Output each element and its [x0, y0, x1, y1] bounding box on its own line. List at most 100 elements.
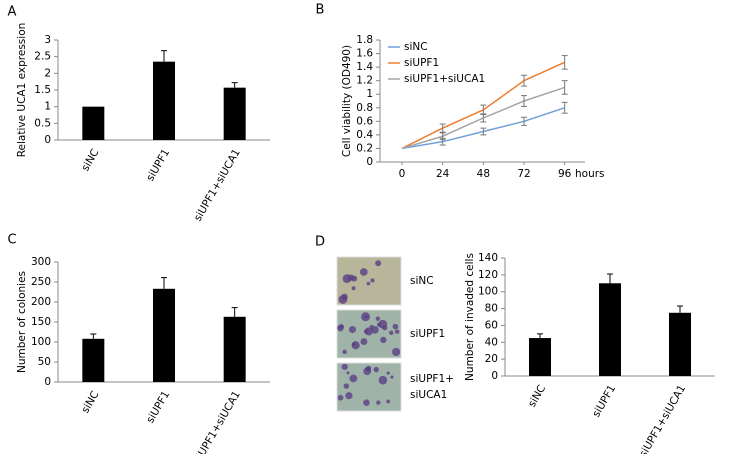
bar: [529, 338, 551, 376]
error-bar: [607, 273, 613, 284]
cell-stain: [378, 375, 388, 385]
image-label: siUCA1: [410, 389, 447, 401]
cell-stain: [343, 383, 350, 389]
bar: [669, 312, 691, 376]
y-tick-label: 2.5: [34, 51, 51, 63]
cell-stain: [365, 366, 371, 372]
y-tick-label: 0: [491, 370, 498, 382]
x-tick-label: 0: [399, 168, 406, 180]
y-tick-label: 1.5: [34, 84, 51, 96]
y-tick-label: 1: [366, 88, 373, 100]
x-tick-label: 96: [558, 168, 572, 180]
error-bar: [480, 104, 487, 116]
legend-label: siUPF1+siUCA1: [404, 73, 485, 85]
cell-stain: [348, 325, 357, 334]
x-tick-label: siUPF1+siUCA1: [192, 389, 243, 454]
cell-stain: [392, 347, 401, 357]
image-label: siNC: [410, 275, 434, 287]
cell-stain: [389, 330, 394, 335]
error-bar: [480, 113, 487, 123]
y-tick-label: 50: [38, 356, 51, 368]
cell-stain: [390, 375, 394, 379]
panel-label: A: [8, 5, 17, 20]
cell-stain: [394, 329, 400, 334]
cell-stain: [371, 326, 379, 334]
x-tick-label: siUPF1+siUCA1: [637, 383, 688, 454]
y-tick-label: 100: [478, 286, 498, 298]
y-tick-label: 0: [44, 134, 51, 146]
y-tick-label: 140: [478, 252, 498, 264]
x-tick-label: 72: [517, 168, 530, 180]
cell-stain: [351, 341, 360, 350]
y-tick-label: 3: [44, 34, 51, 46]
y-tick-label: 0.4: [356, 129, 373, 141]
y-tick-label: 1: [44, 101, 51, 113]
y-tick-label: 250: [31, 276, 51, 288]
y-tick-label: 40: [485, 336, 498, 348]
x-axis-label: hours: [575, 168, 605, 180]
cell-stain: [351, 286, 356, 291]
panel-label: B: [316, 3, 325, 18]
legend-label: siUPF1: [404, 57, 439, 69]
cell-stain: [375, 316, 381, 321]
x-tick-label: siUPF1: [590, 383, 618, 419]
image-label: siUPF1: [410, 328, 445, 340]
cell-stain: [347, 274, 355, 281]
x-tick-label: 48: [477, 168, 490, 180]
cell-stain: [386, 371, 390, 375]
cell-stain: [366, 281, 371, 286]
error-bar: [480, 127, 487, 136]
error-bar: [561, 80, 568, 95]
x-tick-label: siUPF1: [144, 389, 172, 425]
cell-stain: [360, 338, 368, 346]
y-tick-label: 0.6: [356, 115, 373, 127]
y-tick-label: 120: [478, 269, 498, 281]
y-tick-label: 0: [366, 156, 373, 168]
x-tick-label: 24: [436, 168, 450, 180]
error-bar: [561, 101, 568, 114]
cell-stain: [392, 323, 399, 330]
error-bar: [537, 333, 543, 339]
error-bar: [561, 55, 568, 70]
error-bar: [231, 307, 238, 317]
error-bar: [231, 82, 238, 88]
y-axis-label: Number of colonies: [16, 271, 28, 373]
error-bar: [521, 116, 528, 126]
cell-stain: [342, 349, 347, 355]
x-tick-label: siNC: [79, 147, 101, 173]
bar: [82, 338, 105, 382]
bar: [153, 61, 175, 140]
cell-stain: [363, 329, 369, 334]
cell-stain: [375, 260, 382, 267]
y-tick-label: 200: [31, 296, 51, 308]
panel-label: D: [315, 235, 325, 250]
cell-stain: [346, 371, 350, 375]
cell-stain: [370, 278, 375, 283]
error-bar: [521, 95, 528, 107]
cell-stain: [349, 374, 358, 383]
error-bar: [677, 305, 683, 313]
y-axis-label: Relative UCA1 expression: [16, 23, 28, 158]
y-tick-label: 20: [485, 353, 498, 365]
x-tick-label: siNC: [79, 389, 101, 415]
cell-stain: [378, 319, 388, 329]
y-tick-label: 1.4: [356, 61, 373, 73]
panel-label: C: [7, 233, 16, 248]
x-tick-label: siUPF1+siUCA1: [192, 147, 243, 223]
cell-stain: [363, 399, 370, 406]
cell-stain: [376, 400, 381, 405]
cell-stain: [386, 399, 391, 404]
error-bar: [521, 74, 528, 87]
cell-stain: [337, 394, 344, 401]
cell-stain: [337, 324, 344, 332]
cell-stain: [373, 366, 379, 373]
cell-stain: [359, 268, 368, 276]
error-bar: [90, 333, 97, 339]
y-tick-label: 2: [44, 67, 51, 79]
y-tick-label: 0.5: [34, 117, 51, 129]
legend-label: siNC: [404, 41, 428, 53]
y-tick-label: 80: [485, 303, 498, 315]
bar: [223, 316, 246, 382]
y-tick-label: 60: [485, 319, 498, 331]
y-tick-label: 150: [31, 316, 51, 328]
